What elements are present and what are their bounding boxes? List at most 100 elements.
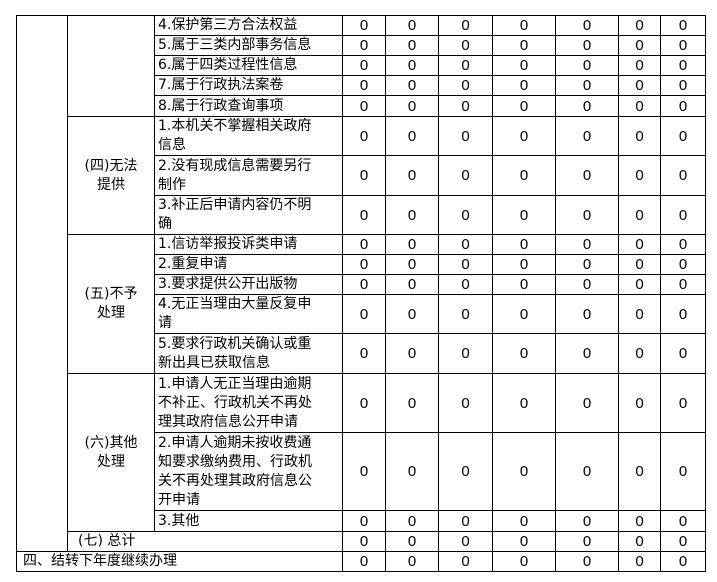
value-cell: 0 [438, 333, 493, 374]
carryover-label: 四、结转下年度继续办理 [16, 551, 343, 572]
value-cell: 0 [660, 35, 706, 56]
value-cell: 0 [660, 551, 706, 572]
category-cell: (六)其他 处理 [67, 373, 155, 532]
value-cell: 0 [438, 195, 493, 235]
value-cell: 0 [555, 55, 619, 76]
category-cell: (五)不予 处理 [67, 234, 155, 374]
value-cell: 0 [660, 333, 706, 374]
value-cell: 0 [555, 294, 619, 334]
value-cell: 0 [555, 15, 619, 36]
value-cell: 0 [555, 155, 619, 196]
value-cell: 0 [492, 373, 556, 433]
value-cell: 0 [438, 35, 493, 56]
value-cell: 0 [618, 116, 661, 156]
item-label: 2.重复申请 [154, 254, 343, 275]
value-cell: 0 [660, 95, 706, 117]
value-cell: 0 [385, 373, 439, 433]
value-cell: 0 [660, 195, 706, 235]
value-cell: 0 [555, 195, 619, 235]
table-row: 8.属于行政查询事项 0 0 0 0 0 0 0 [17, 95, 706, 117]
value-cell: 0 [492, 274, 556, 295]
value-cell: 0 [385, 116, 439, 156]
value-cell: 0 [618, 195, 661, 235]
value-cell: 0 [492, 195, 556, 235]
value-cell: 0 [555, 551, 619, 572]
table-row: 4.保护第三方合法权益 0 0 0 0 0 0 0 [16, 15, 706, 552]
value-cell: 0 [618, 551, 661, 572]
value-cell: 0 [660, 55, 706, 76]
value-cell: 0 [385, 15, 439, 36]
value-cell: 0 [660, 15, 706, 36]
value-cell: 0 [618, 254, 661, 275]
value-cell: 0 [385, 551, 439, 572]
value-cell: 0 [660, 294, 706, 334]
value-cell: 0 [342, 274, 386, 295]
item-label: 1.信访举报投诉类申请 [154, 234, 343, 255]
value-cell: 0 [555, 432, 619, 511]
table-row: (六)其他 处理 1.申请人无正当理由逾期 不补正、行政机关不再处 理其政府信息公… [17, 373, 706, 532]
value-cell: 0 [660, 254, 706, 275]
value-cell: 0 [492, 254, 556, 275]
table-row: 7.属于行政执法案卷 0 0 0 0 0 0 0 [17, 75, 706, 96]
value-cell: 0 [492, 432, 556, 511]
value-cell: 0 [438, 116, 493, 156]
value-cell: 0 [438, 155, 493, 196]
value-cell: 0 [492, 95, 556, 117]
total-label: (七) 总计 [67, 531, 343, 552]
value-cell: 0 [385, 254, 439, 275]
value-cell: 0 [342, 15, 386, 36]
value-cell: 0 [660, 531, 706, 552]
value-cell: 0 [342, 510, 386, 532]
value-cell: 0 [342, 294, 386, 334]
value-cell: 0 [492, 55, 556, 76]
value-cell: 0 [618, 333, 661, 374]
item-label: 2.没有现成信息需要另行 制作 [154, 155, 343, 196]
item-label: 4.无正当理由大量反复申 请 [154, 294, 343, 334]
item-label: 4.保护第三方合法权益 [154, 15, 343, 36]
value-cell: 0 [385, 55, 439, 76]
item-label: 7.属于行政执法案卷 [154, 75, 343, 96]
value-cell: 0 [438, 254, 493, 275]
item-label: 3.要求提供公开出版物 [154, 274, 343, 295]
value-cell: 0 [342, 432, 386, 511]
value-cell: 0 [618, 432, 661, 511]
value-cell: 0 [555, 254, 619, 275]
value-cell: 0 [555, 510, 619, 532]
value-cell: 0 [618, 373, 661, 433]
value-cell: 0 [492, 155, 556, 196]
value-cell: 0 [492, 551, 556, 572]
item-label: 8.属于行政查询事项 [154, 95, 343, 117]
value-cell: 0 [438, 373, 493, 433]
value-cell: 0 [555, 333, 619, 374]
item-label: 1.本机关不掌握相关政府 信息 [154, 116, 343, 156]
value-cell: 0 [342, 373, 386, 433]
value-cell: 0 [492, 294, 556, 334]
table-row: (四)无法 提供 1.本机关不掌握相关政府 信息 0 0 0 0 0 0 0 [17, 116, 706, 235]
value-cell: 0 [342, 95, 386, 117]
value-cell: 0 [618, 95, 661, 117]
item-label: 6.属于四类过程性信息 [154, 55, 343, 76]
value-cell: 0 [342, 254, 386, 275]
value-cell: 0 [385, 155, 439, 196]
value-cell: 0 [492, 333, 556, 374]
value-cell: 0 [385, 35, 439, 56]
value-cell: 0 [660, 373, 706, 433]
value-cell: 0 [492, 531, 556, 552]
value-cell: 0 [438, 432, 493, 511]
value-cell: 0 [618, 75, 661, 96]
value-cell: 0 [618, 55, 661, 76]
value-cell: 0 [492, 35, 556, 56]
item-label: 3.补正后申请内容仍不明 确 [154, 195, 343, 235]
value-cell: 0 [385, 195, 439, 235]
value-cell: 0 [660, 274, 706, 295]
item-label: 3.其他 [154, 510, 343, 532]
table-row: (五)不予 处理 1.信访举报投诉类申请 0 0 0 0 0 0 0 [17, 234, 706, 374]
table-row: 3.要求提供公开出版物 0 0 0 0 0 0 0 [17, 274, 706, 295]
value-cell: 0 [492, 234, 556, 255]
value-cell: 0 [660, 116, 706, 156]
value-cell: 0 [492, 75, 556, 96]
value-cell: 0 [555, 373, 619, 433]
value-cell: 0 [618, 234, 661, 255]
